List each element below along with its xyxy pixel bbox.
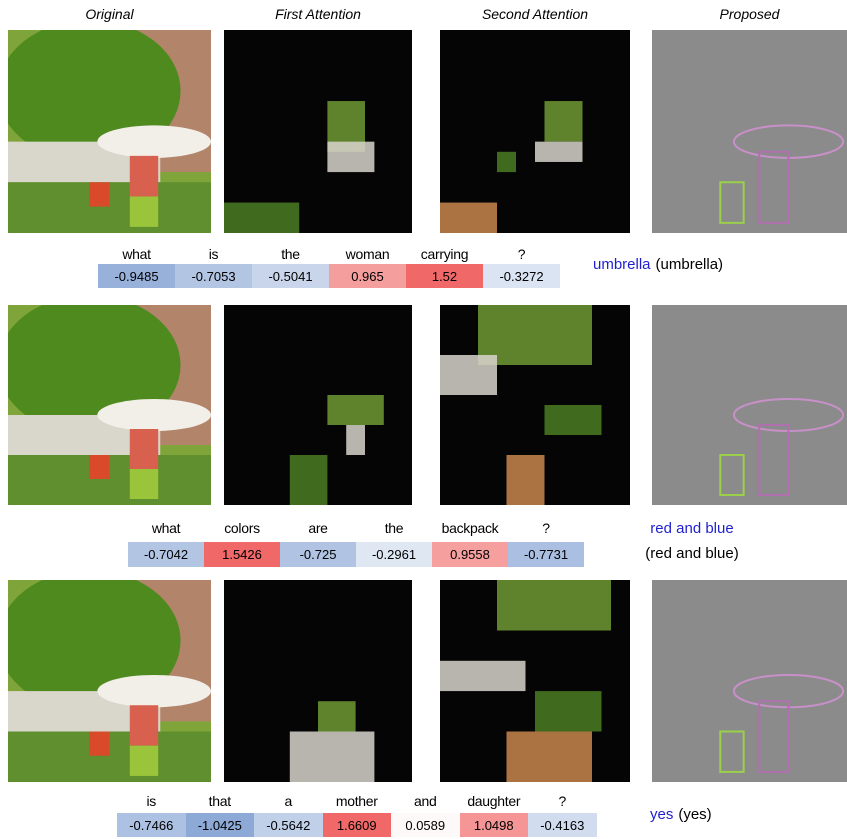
attention-weight: -0.7053 bbox=[175, 264, 252, 288]
attention-map bbox=[224, 305, 412, 505]
question-word: ? bbox=[517, 246, 526, 262]
column-header: Second Attention bbox=[481, 6, 589, 22]
question-word: the bbox=[384, 520, 404, 536]
original-image bbox=[8, 580, 211, 782]
attention-map bbox=[440, 30, 630, 233]
question-word: ? bbox=[558, 793, 567, 809]
original-image bbox=[8, 305, 211, 505]
attention-weight: -0.2961 bbox=[356, 542, 432, 567]
column-header: Original bbox=[85, 6, 134, 22]
attention-weight: 0.9558 bbox=[432, 542, 508, 567]
question-word: woman bbox=[345, 246, 390, 262]
attention-map bbox=[224, 30, 412, 233]
attention-weight: 0.0589 bbox=[391, 813, 460, 837]
attention-map bbox=[440, 580, 630, 782]
question-word: is bbox=[208, 246, 219, 262]
ground-truth-answer: (yes) bbox=[678, 806, 712, 823]
proposed-map bbox=[652, 305, 847, 505]
attention-weight: -0.725 bbox=[280, 542, 356, 567]
column-header: First Attention bbox=[275, 6, 361, 22]
proposed-map bbox=[652, 30, 847, 233]
attention-weight: -0.7731 bbox=[508, 542, 584, 567]
attention-weight: -0.4163 bbox=[528, 813, 597, 837]
attention-weight: -0.7042 bbox=[128, 542, 204, 567]
predicted-answer: umbrella bbox=[593, 256, 651, 273]
question-word: is bbox=[146, 793, 156, 809]
question-word: colors bbox=[224, 520, 260, 536]
question-word: and bbox=[414, 793, 437, 809]
ground-truth-answer: (red and blue) bbox=[645, 545, 739, 562]
attention-weight: 1.5426 bbox=[204, 542, 280, 567]
question-word: the bbox=[281, 246, 300, 262]
question-word: a bbox=[284, 793, 293, 809]
question-word: carrying bbox=[420, 246, 469, 262]
attention-weight: -0.5642 bbox=[254, 813, 323, 837]
predicted-answer: red and blue bbox=[650, 520, 734, 537]
attention-weight: 0.965 bbox=[329, 264, 406, 288]
question-word: what bbox=[122, 246, 151, 262]
answer: yes (yes) bbox=[650, 806, 712, 823]
attention-weight: 1.52 bbox=[406, 264, 483, 288]
attention-weight: -1.0425 bbox=[185, 813, 254, 837]
question-word: are bbox=[308, 520, 328, 536]
ground-truth-answer: (umbrella) bbox=[655, 256, 724, 273]
attention-weight: 1.0498 bbox=[459, 813, 528, 837]
proposed-map bbox=[652, 580, 847, 782]
question-word: that bbox=[208, 793, 231, 809]
question-word: what bbox=[151, 520, 181, 536]
question-word: backpack bbox=[441, 520, 499, 536]
predicted-answer: yes bbox=[650, 806, 674, 823]
attention-weight: -0.7466 bbox=[117, 813, 186, 837]
attention-weight: -0.9485 bbox=[98, 264, 175, 288]
column-header: Proposed bbox=[719, 6, 780, 22]
original-image bbox=[8, 30, 211, 233]
attention-map bbox=[224, 580, 412, 782]
question-word: mother bbox=[335, 793, 378, 809]
attention-weight: -0.3272 bbox=[483, 264, 560, 288]
question-word: daughter bbox=[467, 793, 521, 809]
attention-map bbox=[440, 305, 630, 505]
attention-weight: 1.6609 bbox=[322, 813, 391, 837]
answer: umbrella (umbrella) bbox=[593, 256, 723, 273]
attention-weight: -0.5041 bbox=[252, 264, 329, 288]
question-word: ? bbox=[542, 520, 550, 536]
